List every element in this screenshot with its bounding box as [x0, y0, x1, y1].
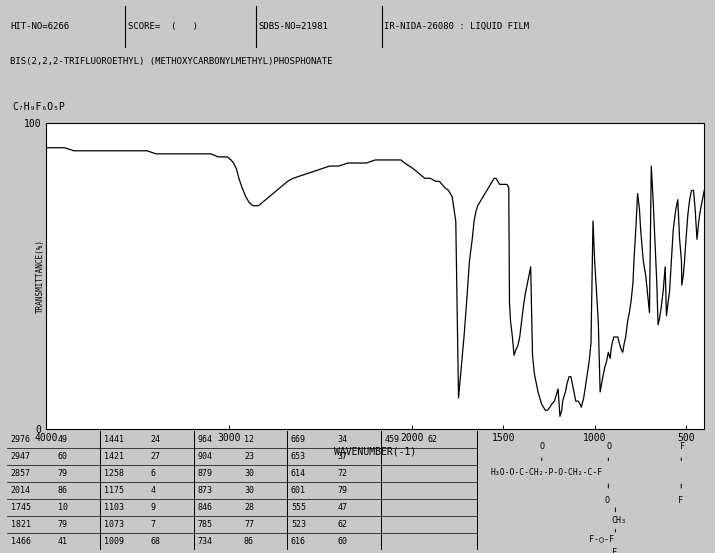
Text: 2857: 2857: [11, 469, 31, 478]
Text: 79: 79: [58, 469, 68, 478]
Text: F: F: [612, 548, 617, 553]
Text: 1745: 1745: [11, 503, 31, 512]
Text: 669: 669: [291, 435, 306, 444]
Text: 904: 904: [197, 452, 212, 461]
Text: 6: 6: [151, 469, 156, 478]
Text: 653: 653: [291, 452, 306, 461]
Text: 1103: 1103: [104, 503, 124, 512]
Text: 28: 28: [244, 503, 254, 512]
Text: 1073: 1073: [104, 520, 124, 529]
Text: 2014: 2014: [11, 486, 31, 495]
Text: 62: 62: [428, 435, 438, 444]
Text: CH₃: CH₃: [611, 516, 626, 525]
Text: HIT-NO=6266: HIT-NO=6266: [10, 22, 69, 31]
Text: 601: 601: [291, 486, 306, 495]
Text: 2976: 2976: [11, 435, 31, 444]
Text: C₇H₉F₆O₅P: C₇H₉F₆O₅P: [12, 102, 65, 112]
Text: H₃O-O-C-CH₂-P-O-CH₂-C-F: H₃O-O-C-CH₂-P-O-CH₂-C-F: [490, 468, 603, 477]
Text: 60: 60: [338, 538, 348, 546]
Text: 614: 614: [291, 469, 306, 478]
Text: TRANSMITTANCE(%): TRANSMITTANCE(%): [36, 239, 45, 313]
Text: F: F: [680, 442, 685, 451]
Text: 964: 964: [197, 435, 212, 444]
Text: 523: 523: [291, 520, 306, 529]
Text: 30: 30: [244, 469, 254, 478]
Text: 79: 79: [58, 520, 68, 529]
Text: 555: 555: [291, 503, 306, 512]
X-axis label: WAVENUMBER(-1): WAVENUMBER(-1): [334, 446, 417, 456]
Text: 27: 27: [151, 452, 161, 461]
Text: 79: 79: [338, 486, 348, 495]
Text: 616: 616: [291, 538, 306, 546]
Text: 4: 4: [151, 486, 156, 495]
Text: SCORE=  (   ): SCORE= ( ): [128, 22, 197, 31]
Text: 72: 72: [338, 469, 348, 478]
Text: 12: 12: [244, 435, 254, 444]
Text: 873: 873: [197, 486, 212, 495]
Text: 86: 86: [244, 538, 254, 546]
Text: 785: 785: [197, 520, 212, 529]
Text: 49: 49: [58, 435, 68, 444]
Text: 7: 7: [151, 520, 156, 529]
Text: 846: 846: [197, 503, 212, 512]
Text: 41: 41: [58, 538, 68, 546]
Text: 1421: 1421: [104, 452, 124, 461]
Text: 62: 62: [338, 520, 348, 529]
Text: 34: 34: [338, 435, 348, 444]
Text: 24: 24: [151, 435, 161, 444]
Text: 2947: 2947: [11, 452, 31, 461]
Text: 60: 60: [58, 452, 68, 461]
Text: 47: 47: [338, 503, 348, 512]
Text: 1441: 1441: [104, 435, 124, 444]
Text: 30: 30: [244, 486, 254, 495]
Text: 9: 9: [151, 503, 156, 512]
Text: 1009: 1009: [104, 538, 124, 546]
Text: 1821: 1821: [11, 520, 31, 529]
Text: BIS(2,2,2-TRIFLUOROETHYL) (METHOXYCARBONYLMETHYL)PHOSPHONATE: BIS(2,2,2-TRIFLUOROETHYL) (METHOXYCARBON…: [10, 56, 332, 66]
Text: O: O: [605, 496, 610, 505]
Text: 86: 86: [58, 486, 68, 495]
Text: 1466: 1466: [11, 538, 31, 546]
Text: F: F: [679, 496, 684, 505]
Text: F-○-F: F-○-F: [588, 534, 613, 543]
Text: 68: 68: [151, 538, 161, 546]
Text: 37: 37: [338, 452, 348, 461]
Text: 23: 23: [244, 452, 254, 461]
Text: 77: 77: [244, 520, 254, 529]
Text: O: O: [540, 442, 545, 451]
Text: SDBS-NO=21981: SDBS-NO=21981: [258, 22, 328, 31]
Text: 10: 10: [58, 503, 68, 512]
Text: 459: 459: [384, 435, 399, 444]
Text: 879: 879: [197, 469, 212, 478]
Text: 1175: 1175: [104, 486, 124, 495]
Text: 734: 734: [197, 538, 212, 546]
Text: 1258: 1258: [104, 469, 124, 478]
Text: IR-NIDA-26080 : LIQUID FILM: IR-NIDA-26080 : LIQUID FILM: [384, 22, 529, 31]
Text: O: O: [606, 442, 611, 451]
